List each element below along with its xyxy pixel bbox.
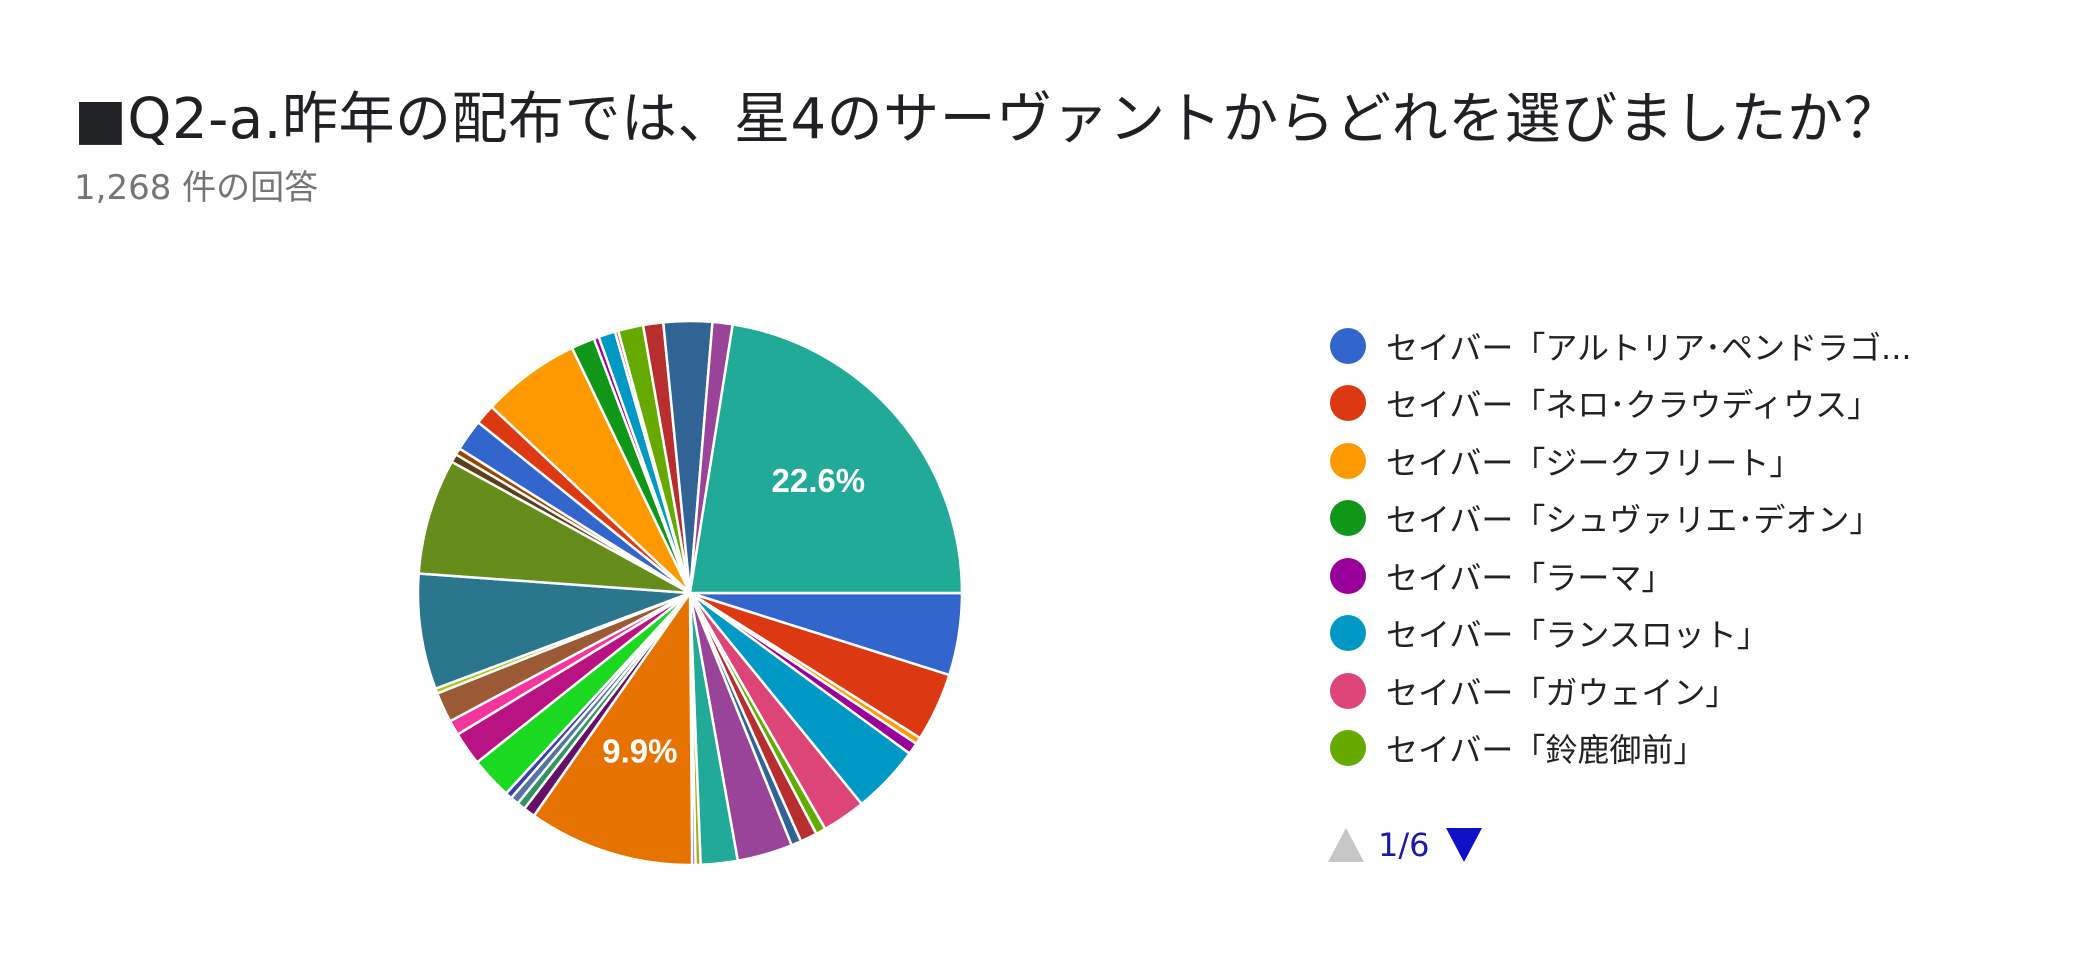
previous-page-icon[interactable] xyxy=(1328,828,1364,862)
legend-swatch-1 xyxy=(1330,385,1366,422)
legend-item[interactable]: セイバー「アルトリア･ペンドラゴ... xyxy=(1330,317,1912,375)
legend-swatch-6 xyxy=(1330,672,1366,709)
legend-item[interactable]: セイバー「ラーマ」 xyxy=(1330,547,1912,605)
legend-label: セイバー「ガウェイン」 xyxy=(1386,673,1738,712)
legend-item[interactable]: セイバー「ネロ･クラウディウス」 xyxy=(1330,375,1912,433)
legend-swatch-7 xyxy=(1330,730,1366,767)
legend-item[interactable]: セイバー「シュヴァリエ･デオン」 xyxy=(1330,490,1912,548)
legend: セイバー「アルトリア･ペンドラゴ... セイバー「ネロ･クラウディウス」 セイバ… xyxy=(1330,317,1912,777)
chart-title: ■Q2-a.昨年の配布では、星4のサーヴァントからどれを選びましたか？ xyxy=(74,87,1901,152)
legend-label: セイバー「ネロ･クラウディウス」 xyxy=(1386,386,1880,425)
response-count: 1,268 件の回答 xyxy=(74,168,319,208)
legend-label: セイバー「ランスロット」 xyxy=(1386,616,1769,655)
legend-item[interactable]: セイバー「ガウェイン」 xyxy=(1330,662,1912,720)
legend-swatch-0 xyxy=(1330,327,1366,364)
pie-slice-13[interactable] xyxy=(532,591,694,867)
legend-swatch-4 xyxy=(1330,557,1366,594)
legend-item[interactable]: セイバー「ランスロット」 xyxy=(1330,605,1912,663)
slice-data-label: 22.6% xyxy=(772,462,866,499)
page-indicator: 1/6 xyxy=(1378,826,1430,864)
legend-label: セイバー「ジークフリート」 xyxy=(1386,443,1802,482)
legend-swatch-3 xyxy=(1330,500,1366,537)
pie-slice-38[interactable] xyxy=(688,323,964,595)
legend-swatch-5 xyxy=(1330,615,1366,652)
legend-label: セイバー「シュヴァリエ･デオン」 xyxy=(1386,501,1882,540)
legend-label: セイバー「アルトリア･ペンドラゴ... xyxy=(1386,328,1912,367)
next-page-icon[interactable] xyxy=(1445,828,1482,862)
legend-pager: 1/6 xyxy=(1328,826,1482,864)
legend-label: セイバー「鈴鹿御前」 xyxy=(1386,731,1706,770)
pie-slice-23[interactable] xyxy=(416,572,692,690)
legend-item[interactable]: セイバー「鈴鹿御前」 xyxy=(1330,720,1912,778)
slice-data-label: 9.9% xyxy=(602,733,677,770)
pie-slice-24[interactable] xyxy=(417,460,692,595)
legend-swatch-2 xyxy=(1330,442,1366,479)
legend-label: セイバー「ラーマ」 xyxy=(1386,558,1674,597)
legend-item[interactable]: セイバー「ジークフリート」 xyxy=(1330,432,1912,490)
